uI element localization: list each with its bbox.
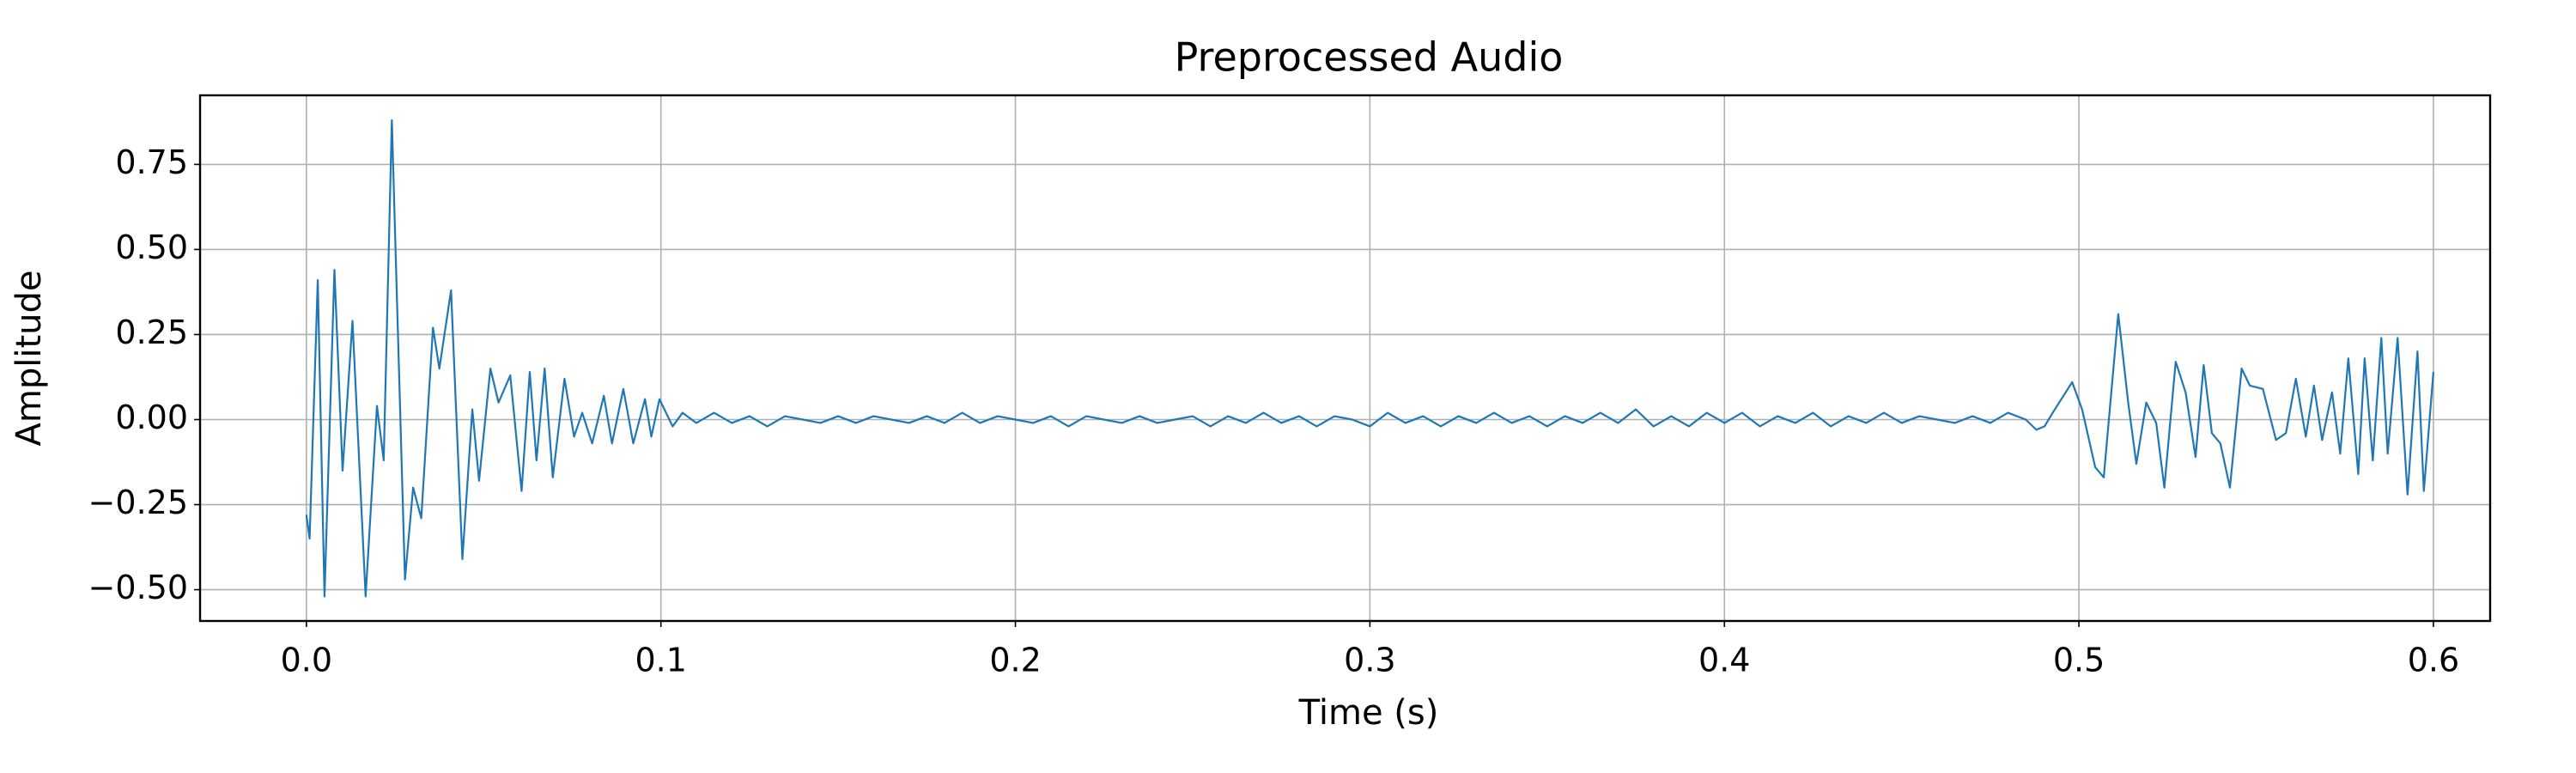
x-tick-label: 0.3 [1344,642,1395,679]
waveform-line [305,119,2435,598]
x-tick-label: 0.4 [1698,642,1750,679]
y-tick-label: 0.75 [115,143,188,181]
axes-frame [198,94,2492,623]
chart-title: Preprocessed Audio [1175,34,1564,81]
y-tick-label: −0.50 [88,569,188,606]
x-axis-label: Time (s) [1298,693,1439,733]
plot-area [305,119,2435,598]
y-tick-label: 0.00 [115,399,188,436]
y-tick-label: 0.50 [115,228,188,266]
x-tick-label: 0.1 [635,642,686,679]
x-tick-label: 0.0 [281,642,332,679]
y-tick-label: 0.25 [115,313,188,351]
x-tick-label: 0.5 [2053,642,2105,679]
x-tick-label: 0.6 [2408,642,2459,679]
y-axis-label: Amplitude [9,271,49,447]
grid [200,95,2490,621]
x-tick-label: 0.2 [989,642,1041,679]
y-tick-label: −0.25 [88,484,188,521]
